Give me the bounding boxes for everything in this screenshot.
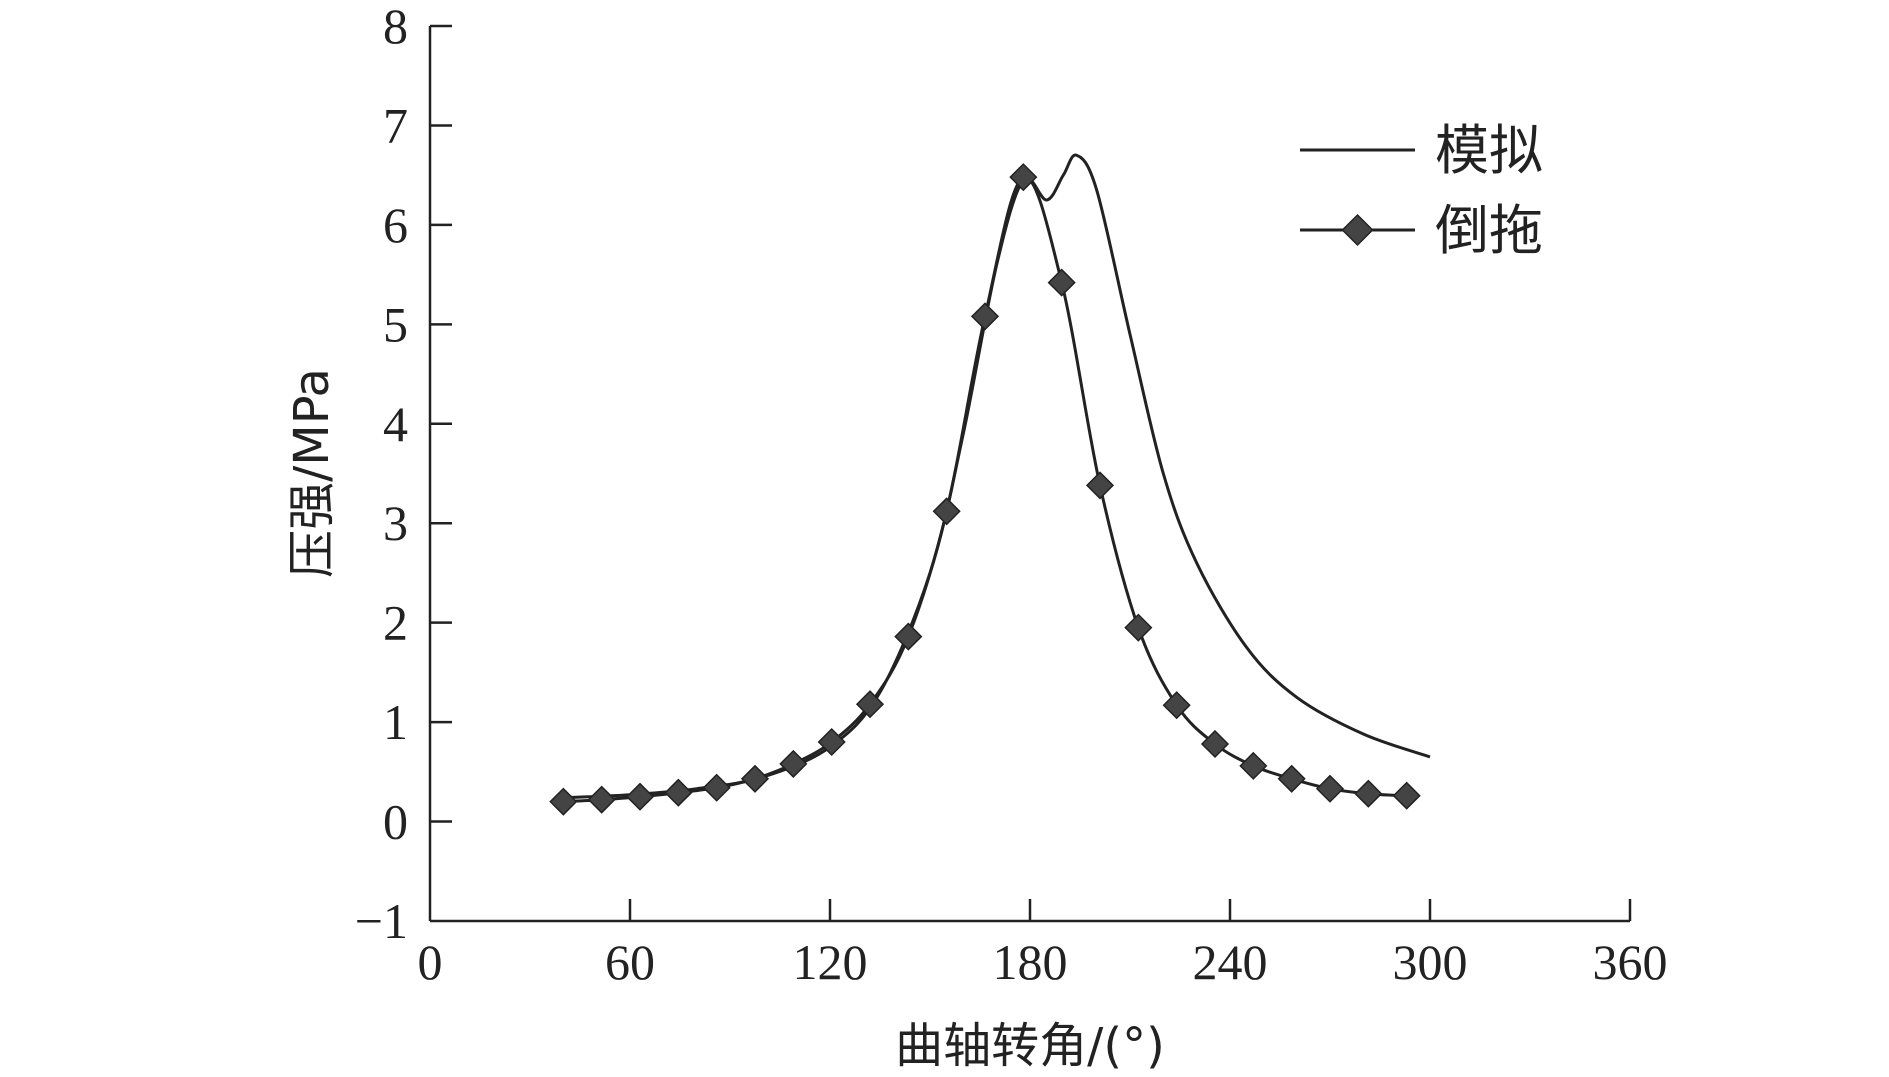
legend-marker <box>1341 213 1374 247</box>
x-tick-label: 120 <box>793 934 868 990</box>
data-point <box>779 749 808 778</box>
data-point <box>1047 268 1076 297</box>
legend-item: 倒拖 <box>1300 199 1543 262</box>
data-point <box>1392 781 1421 810</box>
x-axis-title: 曲轴转角/(°) <box>895 1018 1165 1074</box>
x-tick-label: 240 <box>1193 934 1268 990</box>
data-point <box>1085 471 1115 500</box>
y-tick-label: 6 <box>383 197 408 253</box>
y-tick-label: 1 <box>383 694 408 750</box>
data-point <box>1200 729 1230 759</box>
y-ticks: −1 0 1 2 3 4 5 6 7 8 <box>355 0 452 949</box>
data-point <box>1354 779 1383 808</box>
y-tick-label: 0 <box>383 794 408 850</box>
data-point <box>664 778 693 807</box>
legend-label: 模拟 <box>1435 119 1543 182</box>
data-point <box>549 787 578 816</box>
series-1 <box>563 153 1431 800</box>
series-layer <box>549 153 1431 816</box>
data-point <box>587 785 616 814</box>
x-tick-label: 300 <box>1393 934 1468 990</box>
data-point <box>817 727 846 757</box>
y-tick-label: 8 <box>383 0 408 54</box>
series-2 <box>549 163 1421 816</box>
legend-item: 模拟 <box>1300 119 1543 182</box>
data-point <box>625 782 655 811</box>
data-point <box>1124 613 1153 642</box>
x-tick-label: 0 <box>418 934 443 990</box>
data-point <box>740 764 770 793</box>
y-tick-label: 4 <box>383 396 408 452</box>
data-point <box>1162 691 1191 720</box>
y-tick-label: 3 <box>383 495 408 551</box>
data-point <box>894 622 923 651</box>
data-point <box>702 773 731 802</box>
data-point <box>1315 774 1345 803</box>
legend-label: 倒拖 <box>1435 199 1543 262</box>
data-point <box>1239 751 1268 780</box>
y-tick-label: −1 <box>355 893 408 949</box>
x-ticks: 0 60 120 180 240 300 360 <box>418 899 1668 990</box>
series-line <box>563 153 1431 800</box>
y-axis-title: 压强/MPa <box>284 368 340 578</box>
data-point <box>932 497 961 526</box>
y-tick-label: 2 <box>383 595 408 651</box>
x-tick-label: 360 <box>1593 934 1668 990</box>
y-tick-label: 7 <box>383 97 408 153</box>
x-tick-label: 180 <box>993 934 1068 990</box>
series-line <box>563 175 1407 804</box>
data-point <box>970 302 1000 331</box>
x-tick-label: 60 <box>605 934 655 990</box>
data-point <box>1277 764 1306 793</box>
data-point <box>855 690 885 719</box>
data-point <box>1009 163 1038 192</box>
y-tick-label: 5 <box>383 296 408 352</box>
